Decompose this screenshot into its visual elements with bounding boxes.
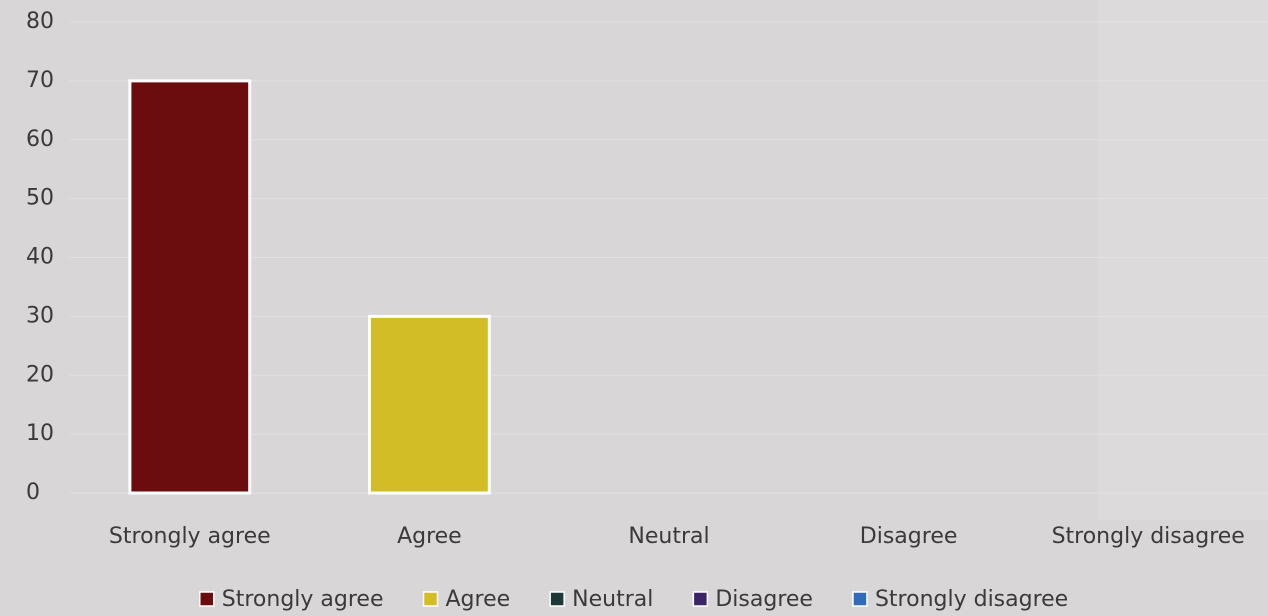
y-tick-label: 10 <box>26 421 54 446</box>
legend-swatch <box>852 591 868 607</box>
legend-swatch <box>422 591 439 607</box>
legend-swatch <box>549 591 565 607</box>
y-tick-label: 30 <box>26 303 54 328</box>
y-tick-label: 0 <box>26 480 40 505</box>
x-tick-label: Strongly agree <box>109 524 271 549</box>
y-tick-label: 50 <box>26 186 54 211</box>
legend-label: Agree <box>446 587 511 612</box>
legend-swatch <box>692 591 709 607</box>
legend-label: Strongly agree <box>222 587 384 612</box>
legend-label: Strongly disagree <box>875 587 1068 612</box>
legend-label: Neutral <box>572 587 653 612</box>
background-strip <box>1098 0 1268 520</box>
x-tick-label: Strongly disagree <box>1052 524 1245 549</box>
x-tick-label: Disagree <box>860 524 958 549</box>
y-tick-label: 20 <box>26 362 54 387</box>
legend-label: Disagree <box>715 587 813 612</box>
y-tick-label: 80 <box>26 9 54 34</box>
x-tick-label: Agree <box>397 524 462 549</box>
legend-swatch <box>199 591 215 607</box>
y-tick-label: 60 <box>26 127 54 152</box>
y-tick-label: 40 <box>26 245 54 270</box>
bar <box>368 314 491 495</box>
y-tick-label: 70 <box>26 68 54 93</box>
bar <box>128 79 252 495</box>
x-tick-label: Neutral <box>628 524 709 549</box>
